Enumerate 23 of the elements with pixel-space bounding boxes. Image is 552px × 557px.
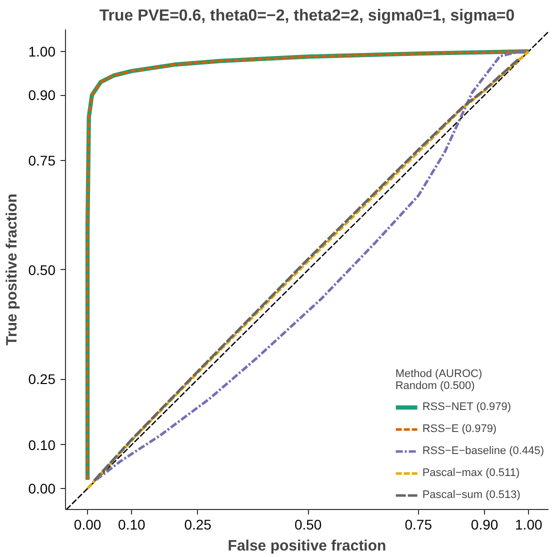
y-tick-label: 0.50 <box>28 262 56 278</box>
legend-label: Pascal−sum (0.513) <box>422 489 520 501</box>
y-tick-label: 0.10 <box>28 436 56 453</box>
legend-label: RSS−E (0.979) <box>422 423 497 435</box>
chart-title: True PVE=0.6, theta0=−2, theta2=2, sigma0=1, sigma=0 <box>99 8 515 24</box>
y-tick-label: 0.90 <box>28 87 56 104</box>
y-tick-label: 0.25 <box>28 371 56 388</box>
legend-label: Pascal−max (0.511) <box>422 467 520 479</box>
x-tick-label: 0.00 <box>74 516 102 532</box>
x-tick-label: 1.00 <box>515 516 542 532</box>
y-axis-title: True positive fraction <box>3 194 20 346</box>
x-tick-label: 0.90 <box>470 516 498 532</box>
x-tick-label: 0.25 <box>184 516 212 532</box>
legend-label: RSS−NET (0.979) <box>422 401 512 413</box>
x-tick-label: 0.10 <box>118 516 146 532</box>
x-tick-label: 0.75 <box>404 516 432 532</box>
y-tick-label: 0.75 <box>28 152 56 169</box>
x-tick-label: 0.50 <box>294 516 322 532</box>
legend-title: Method (AUROC) Random (0.500) <box>395 368 484 392</box>
legend-label: RSS−E−baseline (0.445) <box>422 445 544 457</box>
y-tick-label: 1.00 <box>28 43 56 60</box>
y-tick-label: 0.00 <box>28 480 56 497</box>
x-axis-title: False positive fraction <box>228 538 386 554</box>
